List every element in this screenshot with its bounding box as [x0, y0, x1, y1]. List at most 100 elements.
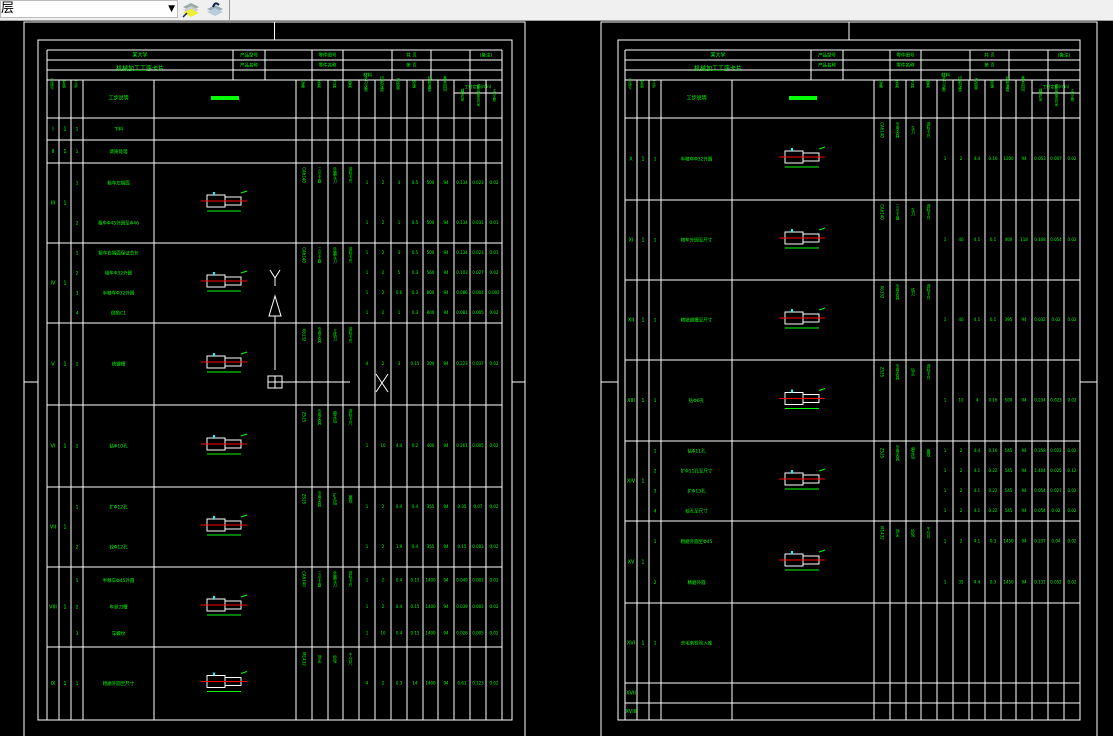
layer-combo[interactable]: 图层 ▼	[0, 0, 178, 18]
step-value: 94	[1021, 398, 1027, 403]
sketch-marker	[213, 272, 215, 275]
header-page-no: 第 页	[406, 62, 417, 69]
equipment-cell: M1432	[880, 526, 885, 540]
install-number: 1	[63, 201, 66, 207]
equipment-cell: X6132	[302, 329, 307, 342]
step-value: 0.02	[1052, 317, 1061, 322]
step-description: 精车外圆至尺寸	[681, 237, 713, 244]
step-value: 0.3	[990, 539, 997, 544]
install-number: 1	[63, 362, 66, 368]
step-value: 0.2	[412, 443, 419, 448]
tool-cell: 铣刀	[911, 287, 916, 297]
step-value: 2	[382, 310, 385, 315]
step-number: 1	[654, 539, 657, 545]
gauge-cell: 千分尺	[927, 526, 932, 540]
step-value: 4.4	[396, 443, 403, 448]
tool-cell: 麻花钻	[911, 446, 916, 460]
step-value: 2	[960, 508, 963, 513]
step-value: 0.02	[490, 504, 499, 509]
sketch-dimension	[818, 388, 826, 391]
layer-previous-icon[interactable]	[205, 1, 225, 18]
step-value: 1	[366, 290, 369, 295]
step-value: 0.15	[411, 577, 420, 582]
step-value: 94	[443, 544, 449, 549]
chevron-down-icon[interactable]: ▼	[168, 4, 175, 14]
process-sketch	[779, 307, 826, 329]
step-value: 0.027	[472, 270, 484, 275]
sketch-dimension	[240, 351, 248, 355]
column-header: 刀具	[332, 80, 338, 88]
step-number: 2	[76, 271, 79, 277]
process-row: VII 1 Z525 专用夹具 扩孔钻 塞规 1 扩Φ12孔 1 2 0.4 0.4 355 94 0.35…	[50, 490, 499, 551]
step-number: 1	[76, 149, 79, 155]
step-value: 0.052	[1050, 580, 1062, 585]
process-number: XV	[628, 560, 635, 566]
step-value: 0.5	[412, 220, 419, 225]
fixture-cell: 顶尖	[318, 655, 323, 664]
column-header: 基本时间	[1020, 76, 1026, 92]
step-description: 扩Φ11孔至尺寸	[681, 468, 713, 475]
layer-properties-icon[interactable]	[181, 1, 201, 18]
sketch-dimension	[818, 307, 826, 311]
header-title: 机械加工工序卡片	[116, 65, 164, 73]
step-value: 545	[1005, 468, 1013, 473]
step-value: 1	[366, 631, 369, 636]
sketch-dimension	[240, 190, 248, 194]
step-value: 1400	[425, 577, 436, 582]
step-number: 4	[76, 311, 79, 317]
sketch-dimension	[818, 468, 826, 472]
sketch-dimension	[240, 270, 248, 274]
step-value: 94	[443, 577, 449, 582]
process-row: XII 1 X6132 专用夹具 铣刀 游标卡尺 1 精铣键槽至尺寸 1 40 4.1 0.1 395 9…	[628, 283, 1077, 329]
step-value: 0.16	[989, 156, 998, 161]
sketch-marker	[213, 672, 215, 676]
process-sketch	[779, 227, 826, 249]
equipment-cell: CA6140	[302, 167, 307, 183]
install-number: 1	[641, 157, 644, 163]
header-material: 材料	[941, 72, 950, 79]
step-value: 3	[398, 361, 401, 366]
sketch-marker	[213, 435, 215, 438]
column-header: 切削深度	[957, 76, 963, 92]
step-number: 3	[76, 291, 79, 297]
step-value: 4	[366, 361, 369, 366]
column-header: 工作地服务时间	[1054, 84, 1058, 107]
step-value: 0.3	[990, 580, 997, 585]
process-row: IV 1 CA6140 三爪卡盘 外圆车刀 游标卡尺 1 粗车右端面保证总长 1 2 3 0.5 500…	[51, 246, 501, 317]
step-value: 0.02	[1068, 448, 1077, 453]
step-value: 1400	[425, 631, 436, 636]
step-value: 0.002	[488, 290, 500, 295]
process-row: IX 1 M1432 顶尖 砂轮 千分尺 1 粗磨外圆至尺寸 4 2 0.3 14 1400 94 0.61…	[51, 652, 499, 692]
install-number: 1	[641, 398, 644, 404]
x-axis-mark	[375, 373, 389, 393]
process-sketch	[779, 388, 826, 409]
column-header: 切削深度	[379, 76, 385, 92]
step-value: 10	[958, 398, 964, 403]
step-description: 调质处理	[110, 148, 128, 155]
sketch-dimension	[240, 671, 248, 674]
step-value: 94	[1021, 156, 1027, 161]
header-part-name: 零件名称	[897, 62, 915, 69]
install-number: 1	[641, 238, 644, 244]
step-value: 94	[443, 604, 449, 609]
tool-cell: 外圆车刀	[333, 570, 338, 588]
column-header: 辅助时间	[1038, 87, 1042, 102]
step-value: 0.1	[990, 237, 997, 242]
process-row: XI 1 CA6140 三爪卡盘 车刀 游标卡尺 1 精车外圆至尺寸 1 40 4.1 0.1 400 1…	[629, 203, 1077, 249]
step-number: 2	[76, 605, 79, 611]
process-number: XI	[629, 238, 634, 244]
column-header: 转速	[411, 80, 417, 89]
process-row: I 1 1 下料	[52, 126, 123, 133]
process-number: VII	[50, 525, 56, 531]
step-value: 0.02	[490, 443, 499, 448]
header-school: 某大学	[710, 52, 725, 59]
process-number: IV	[51, 281, 56, 287]
step-value: 40	[958, 237, 964, 242]
step-number: 3	[654, 489, 657, 495]
step-description: 钻Φ11孔	[687, 448, 706, 455]
step-value: 1450	[1003, 580, 1014, 585]
step-value: 400	[427, 443, 435, 448]
step-value: 2	[960, 468, 963, 473]
step-value: 0.4	[396, 577, 403, 582]
